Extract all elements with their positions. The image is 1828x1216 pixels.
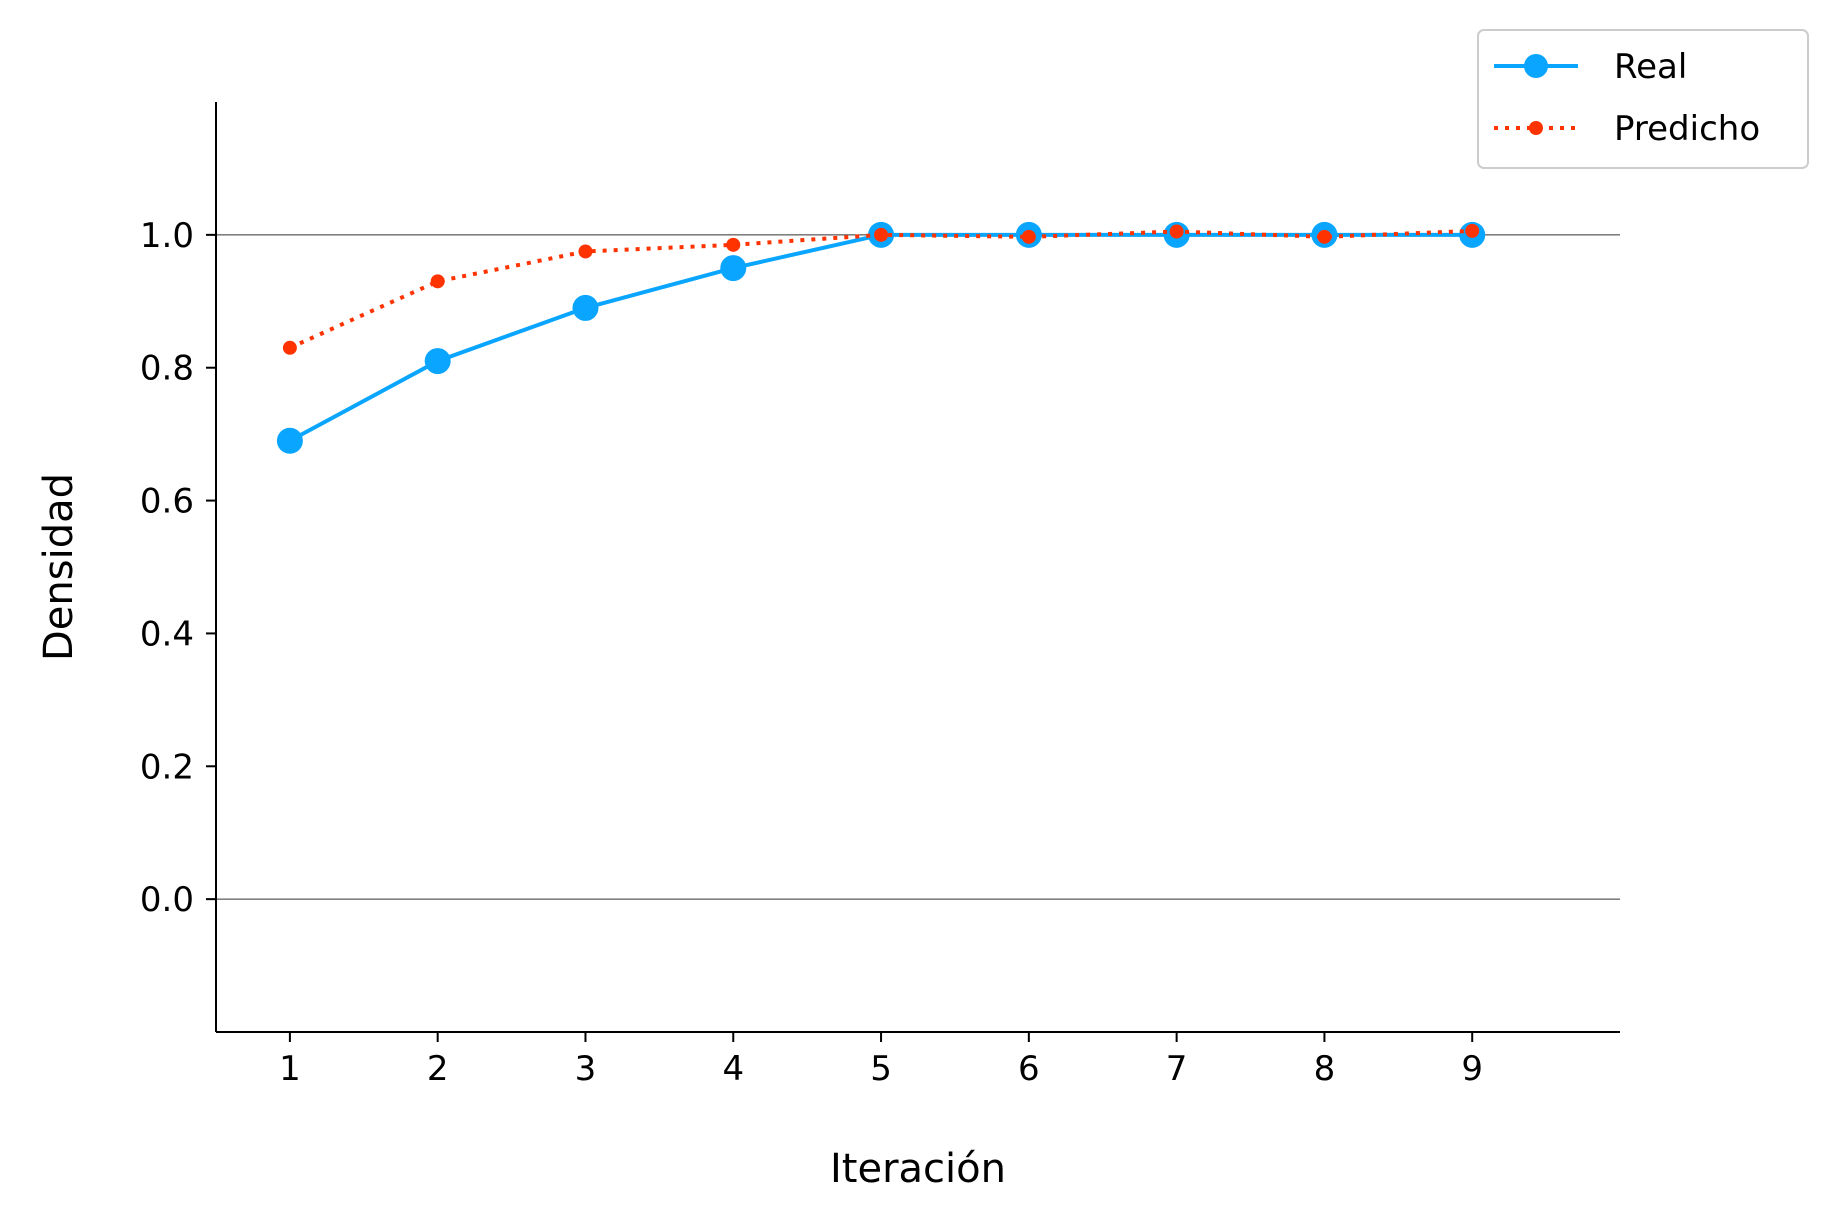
reference-lines <box>216 234 1620 900</box>
x-tick-label: 5 <box>870 1049 892 1089</box>
legend-label-predicho: Predicho <box>1614 109 1760 149</box>
series-predicho <box>282 223 1480 355</box>
data-point-predicho <box>1169 224 1184 239</box>
legend: Real Predicho <box>1477 29 1809 169</box>
x-tick-label: 8 <box>1314 1049 1336 1089</box>
series-layer <box>276 221 1486 454</box>
x-tick-label: 6 <box>1018 1049 1040 1089</box>
data-point-real <box>276 427 303 454</box>
data-point-predicho <box>282 340 297 355</box>
data-point-real <box>424 348 451 375</box>
legend-marker-predicho <box>1529 121 1543 135</box>
legend-entry-predicho: Predicho <box>1494 109 1760 149</box>
y-tick-label: 0.6 <box>140 482 194 522</box>
x-tick-label: 2 <box>427 1049 449 1089</box>
data-point-predicho <box>1465 223 1480 238</box>
y-tick-label: 0.0 <box>140 880 194 920</box>
data-point-real <box>720 255 747 282</box>
series-real <box>276 221 1486 454</box>
data-point-real <box>572 294 599 321</box>
x-axis-label: Iteración <box>830 1146 1006 1192</box>
axes <box>215 102 1620 1033</box>
data-point-predicho <box>726 237 741 252</box>
data-point-predicho <box>578 244 593 259</box>
data-point-predicho <box>1317 229 1332 244</box>
x-tick-label: 1 <box>279 1049 301 1089</box>
y-ticks: 0.0 0.2 0.4 0.6 0.8 1.0 <box>140 216 216 920</box>
legend-entry-real: Real <box>1494 47 1687 87</box>
series-line-real <box>288 232 1473 443</box>
data-point-predicho <box>1021 229 1036 244</box>
x-tick-label: 4 <box>722 1049 744 1089</box>
x-tick-label: 3 <box>575 1049 597 1089</box>
y-tick-label: 0.2 <box>140 747 194 787</box>
x-ticks: 1 2 3 4 5 6 7 8 9 <box>279 1032 1483 1089</box>
x-tick-label: 7 <box>1166 1049 1188 1089</box>
y-tick-label: 1.0 <box>140 216 194 256</box>
y-axis-label: Densidad <box>36 473 82 661</box>
legend-label-real: Real <box>1614 47 1687 87</box>
series-line-predicho <box>289 228 1473 350</box>
data-point-predicho <box>430 274 445 289</box>
legend-marker-real <box>1524 54 1548 78</box>
y-tick-label: 0.4 <box>140 614 194 654</box>
x-tick-label: 9 <box>1461 1049 1483 1089</box>
data-point-predicho <box>874 227 889 242</box>
y-tick-label: 0.8 <box>140 349 194 389</box>
